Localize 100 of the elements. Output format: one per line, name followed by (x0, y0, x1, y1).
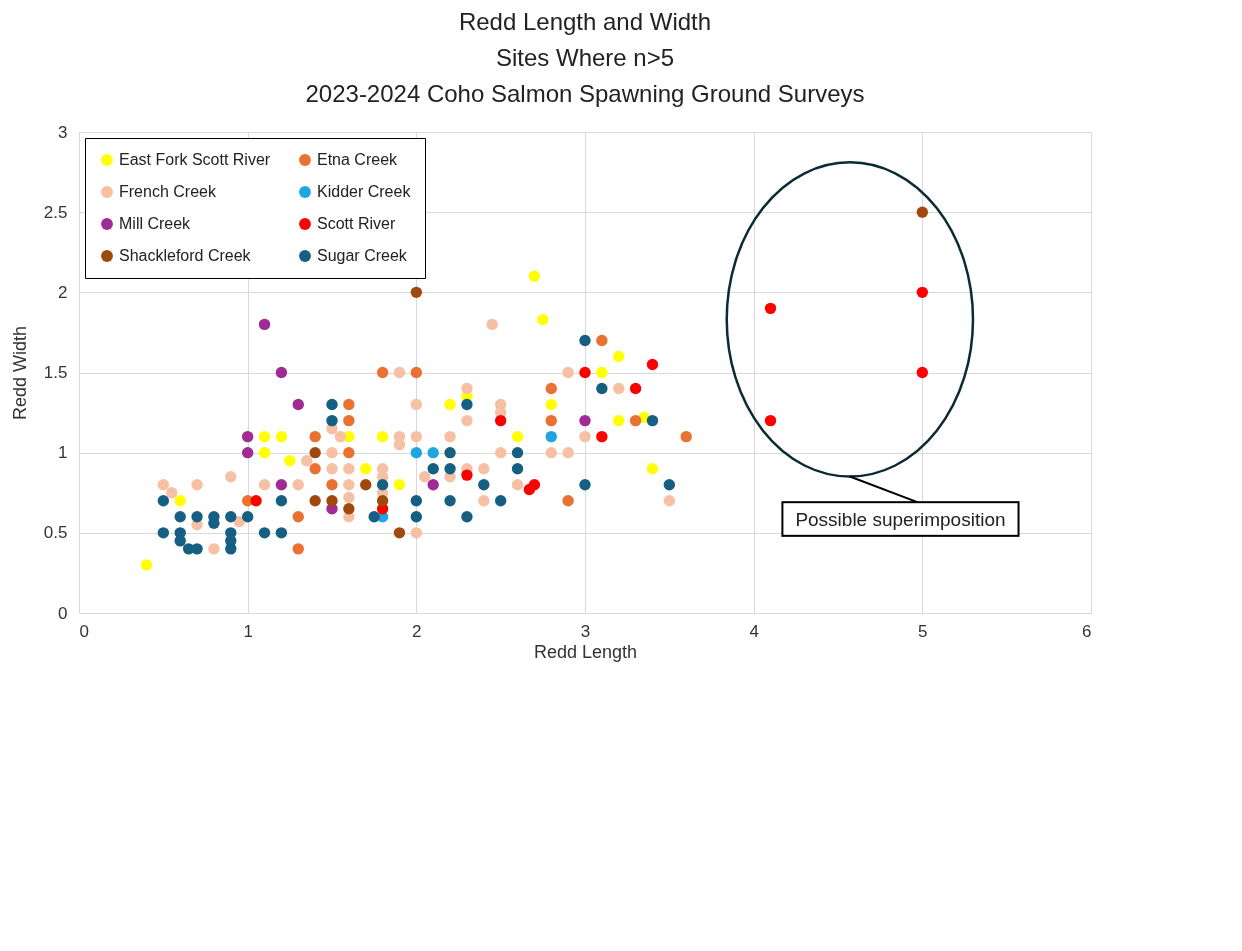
x-tick-label: 6 (1082, 621, 1092, 641)
point (376, 495, 389, 507)
point (461, 414, 473, 427)
point (258, 479, 271, 491)
point (343, 491, 355, 504)
point (916, 366, 929, 379)
point (680, 430, 692, 443)
point (764, 414, 777, 427)
legend-label: Scott River (317, 215, 396, 232)
point (393, 527, 406, 539)
point (157, 527, 170, 539)
y-tick-label: 1 (58, 443, 68, 463)
point (427, 463, 439, 475)
legend-label: Sugar Creek (317, 247, 408, 264)
point (579, 479, 591, 491)
x-tick-label: 1 (243, 621, 253, 641)
point (191, 479, 203, 491)
point (410, 495, 423, 507)
point (461, 469, 473, 481)
point (613, 414, 625, 427)
point (191, 543, 203, 555)
point (157, 479, 170, 491)
point (916, 286, 929, 299)
point (461, 511, 473, 523)
point (284, 454, 296, 467)
point (174, 535, 186, 547)
point (275, 430, 288, 443)
point (368, 511, 380, 523)
point (225, 471, 237, 483)
point (343, 503, 355, 515)
point (646, 414, 659, 427)
x-axis-title: Redd Length (533, 641, 638, 662)
point (511, 446, 524, 459)
point (241, 430, 254, 443)
point (275, 495, 288, 507)
point (461, 398, 473, 411)
point (376, 366, 389, 379)
point (764, 302, 777, 315)
point (444, 430, 456, 443)
point (916, 206, 929, 218)
point (334, 430, 347, 443)
point (174, 495, 186, 507)
point (410, 366, 423, 379)
y-tick-label: 2.5 (43, 202, 68, 222)
point (562, 495, 574, 507)
point (360, 463, 372, 475)
point (444, 398, 456, 411)
point (258, 318, 271, 331)
point (545, 398, 557, 411)
point (444, 495, 456, 507)
point (545, 382, 557, 395)
y-tick-label: 1.5 (43, 363, 68, 382)
point (140, 559, 153, 571)
y-tick-label: 2 (58, 282, 68, 302)
point (157, 495, 170, 507)
x-tick-label: 3 (580, 621, 591, 641)
point (545, 414, 557, 427)
point (646, 358, 659, 371)
point (629, 414, 642, 427)
point (511, 463, 524, 475)
point (613, 350, 625, 363)
legend-label: Etna Creek (317, 151, 399, 168)
point (301, 454, 313, 467)
point (326, 414, 338, 427)
point (241, 511, 254, 523)
point (478, 479, 490, 491)
y-tick-label: 0.5 (43, 523, 68, 543)
legend-label: Kidder Creek (317, 183, 412, 200)
legend-label: Shackleford Creek (119, 247, 252, 264)
point (523, 483, 536, 496)
point (562, 446, 574, 459)
annotation: Possible superimposition (795, 509, 1006, 531)
point (191, 511, 203, 523)
point (309, 463, 321, 475)
point (225, 511, 237, 523)
point (225, 543, 237, 555)
legend-label: French Creek (119, 183, 217, 200)
point (579, 366, 591, 379)
point (174, 511, 186, 523)
legend-label: East Fork Scott River (119, 151, 271, 168)
point (376, 430, 389, 443)
point (343, 446, 355, 459)
point (596, 334, 608, 347)
point (494, 414, 507, 427)
point (537, 313, 549, 326)
point (494, 495, 507, 507)
point (528, 270, 541, 282)
point (258, 527, 271, 539)
point (663, 479, 676, 491)
point (292, 543, 304, 555)
x-tick-label: 4 (749, 621, 759, 641)
point (326, 446, 338, 459)
point (579, 414, 591, 427)
point (326, 398, 338, 411)
point (292, 398, 304, 411)
point (275, 527, 288, 539)
point (663, 495, 676, 507)
point (309, 495, 321, 507)
point (410, 398, 423, 411)
point (360, 479, 372, 491)
